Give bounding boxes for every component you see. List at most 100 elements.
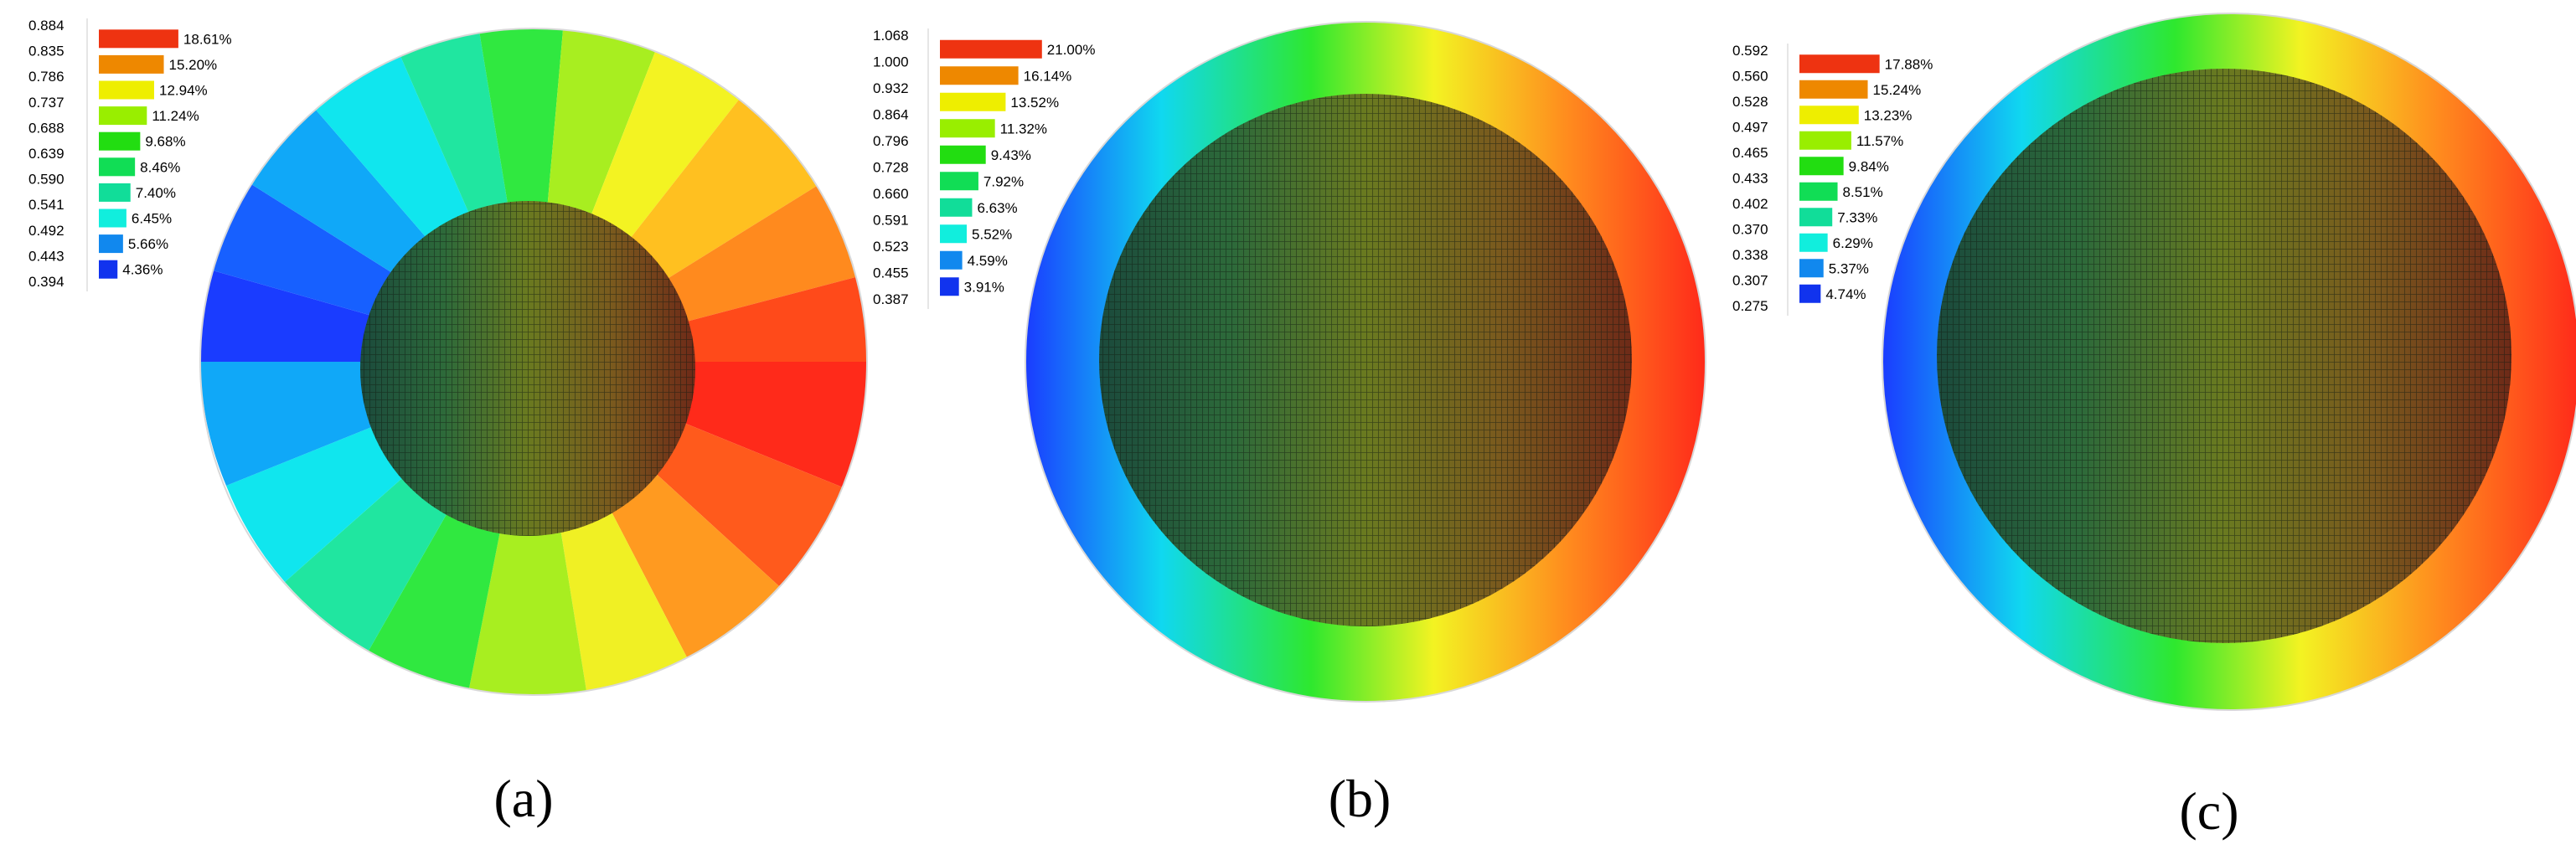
- legend-a-bar: [99, 209, 126, 228]
- legend-c-level: 0.497: [1732, 120, 1768, 136]
- legend-a-bar: [99, 54, 164, 74]
- legend-b-bar: [940, 39, 1042, 59]
- legend-a-percent: 8.46%: [140, 159, 180, 175]
- legend-a-percent: 9.68%: [145, 134, 185, 150]
- legend-c-level: 0.592: [1732, 43, 1768, 59]
- legend-c-bar: [1799, 259, 1824, 278]
- legend-c-bar: [1799, 208, 1833, 227]
- legend-c-bar: [1799, 284, 1821, 303]
- legend-c-percent: 15.24%: [1873, 82, 1922, 98]
- legend-b-percent: 4.59%: [968, 253, 1008, 269]
- legend-c-percent: 6.29%: [1833, 235, 1873, 251]
- legend-b-percent: 9.43%: [991, 147, 1031, 163]
- legend-a-percent: 7.40%: [136, 185, 176, 201]
- legend-b-level: 0.728: [873, 160, 909, 176]
- legend-a-level: 0.639: [28, 146, 65, 162]
- legend-b-level: 0.796: [873, 133, 909, 149]
- legend-a-level: 0.541: [28, 197, 65, 213]
- legend-b-percent: 3.91%: [964, 279, 1004, 295]
- legend-b-percent: 21.00%: [1047, 42, 1096, 58]
- legend-b-level: 1.068: [873, 28, 909, 44]
- legend-b-level: 0.387: [873, 291, 909, 307]
- legend-a: 0.884 0.835 0.786 0.737 0.688 0.639 0.590 0.541…: [28, 18, 232, 291]
- legend-c-bar: [1799, 80, 1868, 99]
- legend-a-level: 0.443: [28, 248, 65, 264]
- legend-a-level: 0.786: [28, 69, 65, 85]
- legend-b-bar: [940, 172, 978, 191]
- legend-c-percent: 4.74%: [1825, 286, 1866, 302]
- legend-b-level: 1.000: [873, 54, 909, 70]
- legend-b-bar: [940, 277, 959, 296]
- legend-c-percent: 8.51%: [1843, 184, 1883, 200]
- legend-c-level: 0.338: [1732, 247, 1768, 263]
- legend-b-bar: [940, 66, 1019, 85]
- legend-a-bar: [99, 183, 131, 202]
- legend-a-bar: [99, 29, 178, 49]
- legend-b-percent: 16.14%: [1024, 68, 1072, 84]
- legend-b-bar: [940, 224, 968, 244]
- legend-b-bar: [940, 250, 963, 270]
- legend-c-percent: 11.57%: [1856, 133, 1903, 149]
- legend-a-level: 0.884: [28, 18, 65, 33]
- legend-c-level: 0.433: [1732, 171, 1768, 187]
- legend-a-bar: [99, 106, 147, 126]
- legend-b-level: 0.864: [873, 107, 909, 123]
- panel-c: [1882, 13, 2576, 711]
- legend-a-percent: 18.61%: [183, 31, 232, 47]
- legend-c-bar: [1799, 182, 1838, 201]
- legend-a-level: 0.394: [28, 274, 65, 290]
- legend-a-percent: 11.24%: [152, 108, 199, 124]
- legend-b-percent: 11.32%: [1000, 121, 1047, 136]
- legend-c-percent: 5.37%: [1829, 260, 1869, 276]
- legend-a-percent: 6.45%: [132, 211, 172, 227]
- caption-c: (c): [2179, 781, 2238, 841]
- legend-a-level: 0.688: [28, 120, 65, 136]
- legend-b-level: 0.932: [873, 80, 909, 96]
- legend-c-level: 0.528: [1732, 94, 1768, 110]
- legend-c-level: 0.465: [1732, 145, 1768, 161]
- caption-b: (b): [1329, 769, 1391, 828]
- legend-c-bar: [1799, 233, 1828, 252]
- legend-a-percent: 12.94%: [159, 83, 208, 99]
- legend-a-level: 0.737: [28, 95, 65, 111]
- legend-a-bar: [99, 157, 136, 177]
- legend-c-bar: [1799, 131, 1851, 150]
- legend-c: 0.592 0.560 0.528 0.497 0.465 0.433 0.402 0.370…: [1732, 43, 1933, 316]
- legend-b-level: 0.591: [873, 213, 909, 229]
- legend-b-level: 0.660: [873, 186, 909, 202]
- legend-a-bar: [99, 131, 141, 151]
- legend-a-bar: [99, 234, 123, 254]
- legend-a-level: 0.590: [28, 172, 65, 188]
- legend-c-percent: 13.23%: [1864, 107, 1913, 123]
- legend-a-percent: 5.66%: [128, 236, 168, 252]
- legend-a-level: 0.835: [28, 44, 65, 59]
- legend-b-bar: [940, 119, 995, 138]
- legend-c-percent: 17.88%: [1885, 56, 1933, 72]
- legend-c-level: 0.370: [1732, 222, 1768, 238]
- legend-c-bar: [1799, 54, 1880, 74]
- legend-b: 1.068 1.000 0.932 0.864 0.796 0.728 0.660 0.591…: [873, 28, 1095, 309]
- panel-a: [199, 28, 868, 696]
- legend-c-bar: [1799, 106, 1859, 125]
- legend-c-level: 0.402: [1732, 196, 1768, 212]
- legend-b-percent: 7.92%: [983, 173, 1024, 189]
- legend-c-level: 0.560: [1732, 69, 1768, 85]
- legend-b-level: 0.523: [873, 239, 909, 255]
- legend-a-bar: [99, 80, 154, 100]
- legend-b-bar: [940, 145, 986, 164]
- legend-c-percent: 9.84%: [1849, 158, 1889, 174]
- legend-c-level: 0.307: [1732, 273, 1768, 289]
- legend-a-percent: 4.36%: [122, 262, 163, 278]
- panel-b: [1025, 21, 1706, 703]
- legend-b-level: 0.455: [873, 265, 909, 281]
- caption-a: (a): [493, 769, 553, 828]
- legend-b-percent: 6.63%: [977, 200, 1017, 216]
- legend-c-bar: [1799, 157, 1844, 176]
- legend-b-percent: 5.52%: [972, 226, 1012, 242]
- legend-c-level: 0.275: [1732, 298, 1768, 314]
- legend-a-level: 0.492: [28, 223, 65, 239]
- legend-c-percent: 7.33%: [1837, 209, 1877, 225]
- legend-a-bar: [99, 260, 118, 279]
- legend-b-bar: [940, 198, 973, 217]
